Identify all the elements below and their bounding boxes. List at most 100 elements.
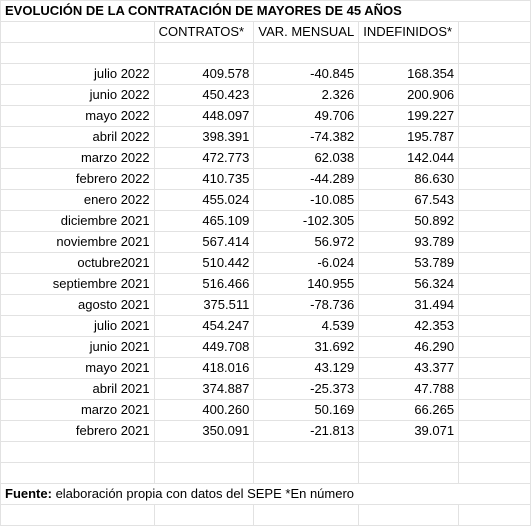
contratos-cell[interactable]: 398.391 xyxy=(153,126,255,148)
var-mensual-cell[interactable]: -40.845 xyxy=(253,63,360,85)
cell[interactable] xyxy=(153,504,255,526)
header-indefinidos[interactable]: INDEFINIDOS* xyxy=(358,21,460,43)
cell[interactable] xyxy=(253,504,360,526)
contratos-cell[interactable]: 472.773 xyxy=(153,147,255,169)
month-cell[interactable]: septiembre 2021 xyxy=(0,273,155,295)
month-cell[interactable]: junio 2022 xyxy=(0,84,155,106)
contratos-cell[interactable]: 448.097 xyxy=(153,105,255,127)
indefinidos-cell[interactable]: 168.354 xyxy=(358,63,460,85)
cell[interactable] xyxy=(458,210,531,232)
contratos-cell[interactable]: 400.260 xyxy=(153,399,255,421)
cell[interactable] xyxy=(358,441,460,463)
contratos-cell[interactable]: 510.442 xyxy=(153,252,255,274)
var-mensual-cell[interactable]: 43.129 xyxy=(253,357,360,379)
contratos-cell[interactable]: 567.414 xyxy=(153,231,255,253)
var-mensual-cell[interactable]: 140.955 xyxy=(253,273,360,295)
indefinidos-cell[interactable]: 53.789 xyxy=(358,252,460,274)
month-cell[interactable]: julio 2022 xyxy=(0,63,155,85)
month-cell[interactable]: julio 2021 xyxy=(0,315,155,337)
cell[interactable] xyxy=(458,63,531,85)
var-mensual-cell[interactable]: -25.373 xyxy=(253,378,360,400)
contratos-cell[interactable]: 375.511 xyxy=(153,294,255,316)
cell[interactable] xyxy=(153,42,255,64)
cell[interactable] xyxy=(253,42,360,64)
cell[interactable] xyxy=(458,252,531,274)
var-mensual-cell[interactable]: 49.706 xyxy=(253,105,360,127)
cell[interactable] xyxy=(0,21,155,43)
month-cell[interactable]: abril 2021 xyxy=(0,378,155,400)
cell[interactable] xyxy=(458,42,531,64)
cell[interactable] xyxy=(458,105,531,127)
month-cell[interactable]: noviembre 2021 xyxy=(0,231,155,253)
cell[interactable] xyxy=(0,504,155,526)
cell[interactable] xyxy=(458,504,531,526)
cell[interactable] xyxy=(458,84,531,106)
month-cell[interactable]: agosto 2021 xyxy=(0,294,155,316)
var-mensual-cell[interactable]: -102.305 xyxy=(253,210,360,232)
indefinidos-cell[interactable]: 86.630 xyxy=(358,168,460,190)
month-cell[interactable]: mayo 2022 xyxy=(0,105,155,127)
indefinidos-cell[interactable]: 50.892 xyxy=(358,210,460,232)
cell[interactable] xyxy=(458,147,531,169)
indefinidos-cell[interactable]: 42.353 xyxy=(358,315,460,337)
cell[interactable] xyxy=(0,441,155,463)
indefinidos-cell[interactable]: 46.290 xyxy=(358,336,460,358)
month-cell[interactable]: abril 2022 xyxy=(0,126,155,148)
cell[interactable] xyxy=(358,462,460,484)
cell[interactable] xyxy=(458,357,531,379)
cell[interactable] xyxy=(458,294,531,316)
cell[interactable] xyxy=(458,273,531,295)
cell[interactable] xyxy=(458,168,531,190)
month-cell[interactable]: febrero 2021 xyxy=(0,420,155,442)
contratos-cell[interactable]: 410.735 xyxy=(153,168,255,190)
indefinidos-cell[interactable]: 43.377 xyxy=(358,357,460,379)
var-mensual-cell[interactable]: -44.289 xyxy=(253,168,360,190)
cell[interactable] xyxy=(458,126,531,148)
cell[interactable] xyxy=(458,441,531,463)
contratos-cell[interactable]: 465.109 xyxy=(153,210,255,232)
header-var-mensual[interactable]: VAR. MENSUAL xyxy=(253,21,360,43)
cell[interactable] xyxy=(458,420,531,442)
contratos-cell[interactable]: 418.016 xyxy=(153,357,255,379)
month-cell[interactable]: marzo 2021 xyxy=(0,399,155,421)
contratos-cell[interactable]: 350.091 xyxy=(153,420,255,442)
month-cell[interactable]: enero 2022 xyxy=(0,189,155,211)
cell[interactable] xyxy=(458,399,531,421)
var-mensual-cell[interactable]: -10.085 xyxy=(253,189,360,211)
month-cell[interactable]: marzo 2022 xyxy=(0,147,155,169)
cell[interactable] xyxy=(458,462,531,484)
cell[interactable] xyxy=(458,21,531,43)
contratos-cell[interactable]: 454.247 xyxy=(153,315,255,337)
header-contratos[interactable]: CONTRATOS* xyxy=(153,21,255,43)
cell[interactable] xyxy=(0,462,155,484)
cell[interactable] xyxy=(153,462,255,484)
var-mensual-cell[interactable]: 50.169 xyxy=(253,399,360,421)
indefinidos-cell[interactable]: 39.071 xyxy=(358,420,460,442)
cell[interactable] xyxy=(458,231,531,253)
indefinidos-cell[interactable]: 47.788 xyxy=(358,378,460,400)
cell[interactable] xyxy=(458,315,531,337)
cell[interactable] xyxy=(0,42,155,64)
var-mensual-cell[interactable]: -78.736 xyxy=(253,294,360,316)
cell[interactable] xyxy=(458,189,531,211)
month-cell[interactable]: mayo 2021 xyxy=(0,357,155,379)
cell[interactable] xyxy=(458,378,531,400)
indefinidos-cell[interactable]: 142.044 xyxy=(358,147,460,169)
month-cell[interactable]: octubre2021 xyxy=(0,252,155,274)
var-mensual-cell[interactable]: -21.813 xyxy=(253,420,360,442)
cell[interactable] xyxy=(358,42,460,64)
month-cell[interactable]: febrero 2022 xyxy=(0,168,155,190)
month-cell[interactable]: junio 2021 xyxy=(0,336,155,358)
cell[interactable] xyxy=(458,336,531,358)
var-mensual-cell[interactable]: 4.539 xyxy=(253,315,360,337)
var-mensual-cell[interactable]: 2.326 xyxy=(253,84,360,106)
indefinidos-cell[interactable]: 67.543 xyxy=(358,189,460,211)
cell[interactable] xyxy=(253,462,360,484)
indefinidos-cell[interactable]: 199.227 xyxy=(358,105,460,127)
var-mensual-cell[interactable]: -6.024 xyxy=(253,252,360,274)
var-mensual-cell[interactable]: 62.038 xyxy=(253,147,360,169)
cell[interactable] xyxy=(253,441,360,463)
contratos-cell[interactable]: 450.423 xyxy=(153,84,255,106)
indefinidos-cell[interactable]: 66.265 xyxy=(358,399,460,421)
var-mensual-cell[interactable]: -74.382 xyxy=(253,126,360,148)
